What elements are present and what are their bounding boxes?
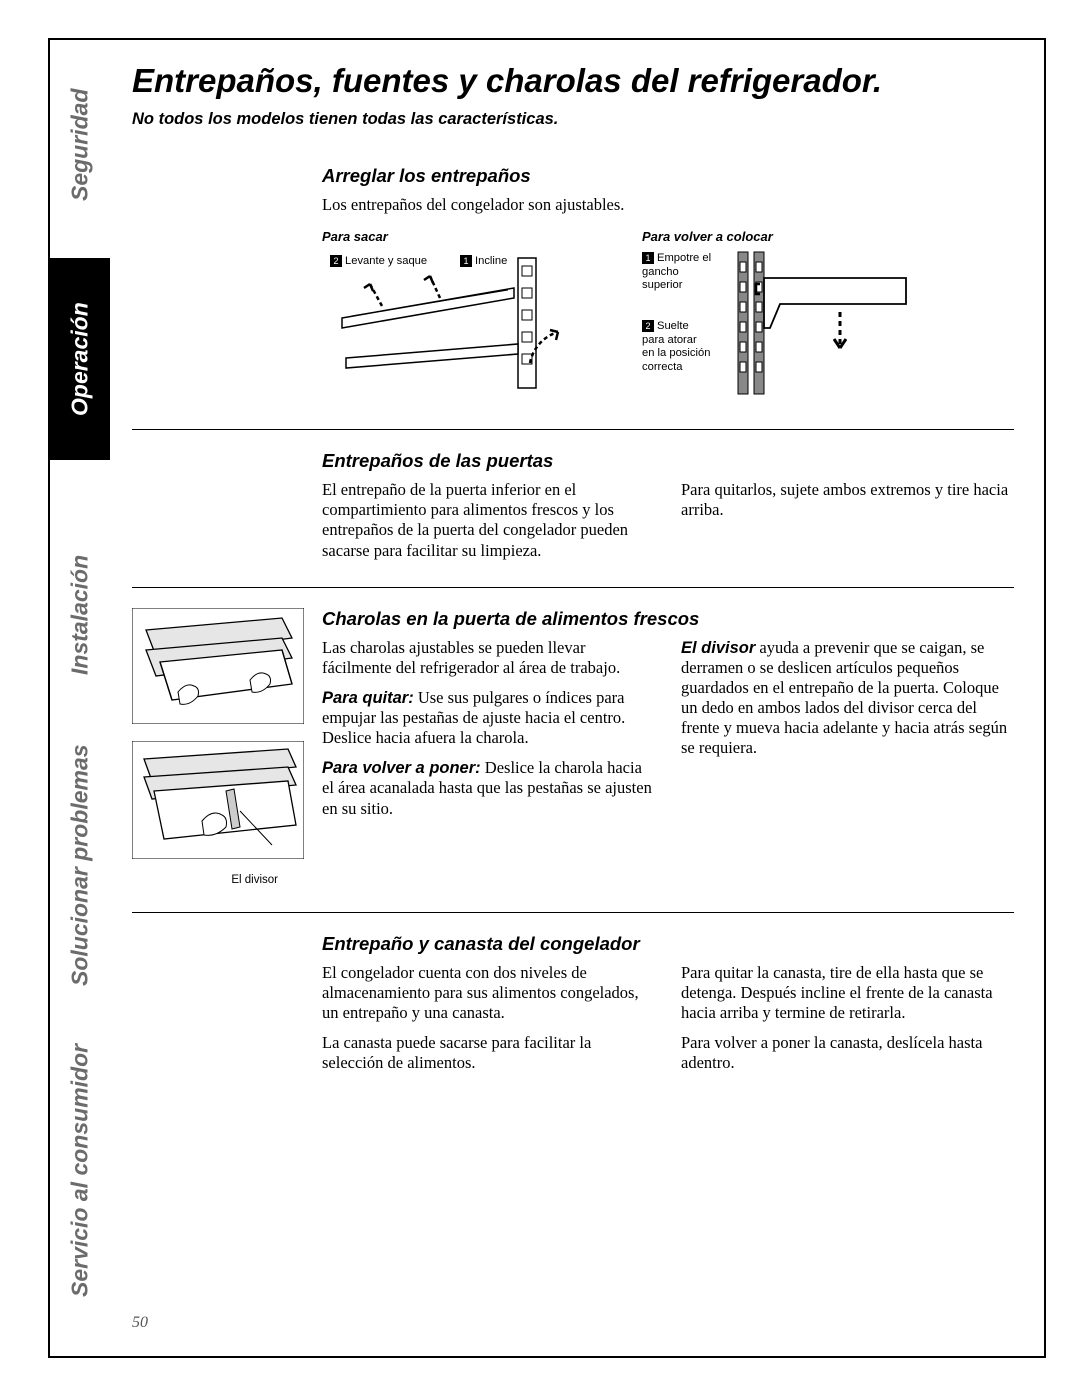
page-content: Entrepaños, fuentes y charolas del refri… [110,40,1044,1356]
section-door-shelves: Entrepaños de las puertas El entrepaño d… [132,450,1014,561]
sidebar-tabs: Seguridad Operación Instalación Solucion… [50,40,110,1356]
tab-operacion[interactable]: Operación [50,258,110,460]
heading-shelves: Arreglar los entrepaños [322,165,1014,187]
tab-solucionar[interactable]: Solucionar problemas [50,720,110,1010]
step1-label: Incline [475,255,507,267]
caption-replace: Para volver a colocar [642,229,922,244]
page-title: Entrepaños, fuentes y charolas del refri… [132,62,1014,100]
divisor-callout-label: El divisor [132,874,304,886]
figure-replace-shelf: Para volver a colocar 1Empotre el gancho… [642,229,922,403]
figure-remove-shelf: Para sacar [322,229,572,403]
replace-step1-badge: 1 [642,252,654,264]
freezer-right1: Para quitar la canasta, tire de ella has… [681,963,1014,1023]
section-freezer-basket: Entrepaño y canasta del congelador El co… [132,933,1014,1074]
heading-fresh-bins: Charolas en la puerta de alimentos fresc… [322,608,1014,630]
heading-freezer-basket: Entrepaño y canasta del congelador [322,933,1014,955]
step2-badge: 2 [330,255,342,267]
step2-label: Levante y saque [345,255,427,267]
section-shelves: Arreglar los entrepaños Los entrepaños d… [132,165,1014,403]
heading-door-shelves: Entrepaños de las puertas [322,450,1014,472]
divider [132,587,1014,588]
section-fresh-bins: El divisor Charolas en la puerta de alim… [132,608,1014,886]
bins-p2-lead: Para quitar: [322,689,414,707]
divider [132,912,1014,913]
bins-right-lead: El divisor [681,639,755,657]
caption-remove: Para sacar [322,229,572,244]
freezer-left1: El congelador cuenta con dos niveles de … [322,963,655,1023]
shelf-remove-icon [322,248,572,398]
tab-servicio[interactable]: Servicio al consumidor [50,1015,110,1325]
text-shelves-intro: Los entrepaños del congelador son ajusta… [322,195,1014,215]
bins-p1: Las charolas ajustables se pueden llevar… [322,638,655,678]
freezer-left2: La canasta puede sacarse para facilitar … [322,1033,655,1073]
door-shelves-left: El entrepaño de la puerta inferior en el… [322,480,655,561]
bin-divider-icon [132,741,304,859]
step1-badge: 1 [460,255,472,267]
door-shelves-right: Para quitarlos, sujete ambos extremos y … [681,480,1014,561]
page-subtitle: No todos los modelos tienen todas las ca… [132,110,1014,129]
bins-p3-lead: Para volver a poner: [322,759,481,777]
page-number: 50 [132,1314,148,1332]
replace-step2-badge: 2 [642,320,654,332]
tab-seguridad[interactable]: Seguridad [50,60,110,230]
tab-instalacion[interactable]: Instalación [50,520,110,710]
divider [132,429,1014,430]
bin-remove-icon [132,608,304,724]
shelf-replace-icon [720,248,910,398]
freezer-right2: Para volver a poner la canasta, deslícel… [681,1033,1014,1073]
